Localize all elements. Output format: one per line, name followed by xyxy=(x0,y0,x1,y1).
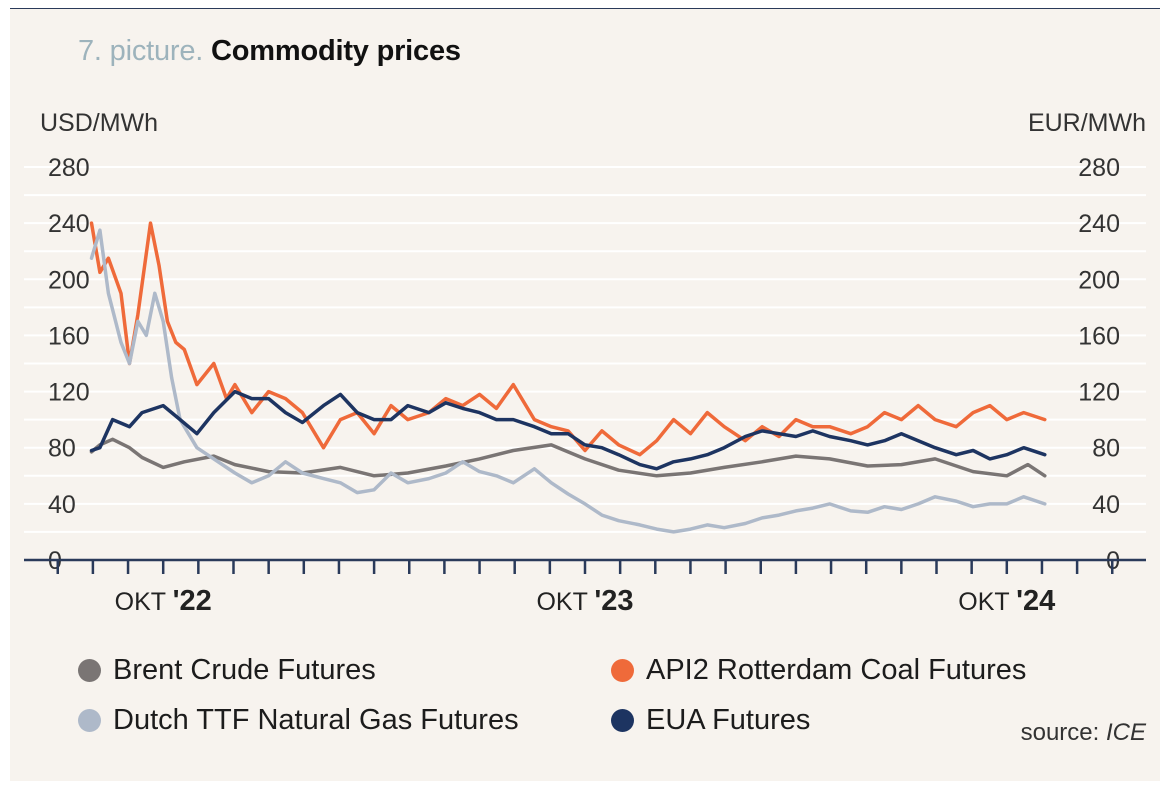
chart-title-text: Commodity prices xyxy=(211,35,461,67)
legend-coal-label: API2 Rotterdam Coal Futures xyxy=(646,654,1027,686)
x-tick-month: OKT xyxy=(115,588,173,616)
y-right-tick-label: 160 xyxy=(1078,322,1120,350)
series-line-coal xyxy=(89,221,1047,457)
y-left-tick-label: 120 xyxy=(48,379,90,407)
legend-coal: API2 Rotterdam Coal Futures xyxy=(611,654,1026,687)
legend-eua-swatch xyxy=(611,709,634,732)
legend-ttf-swatch xyxy=(78,709,101,732)
line-chart: 0040408080120120160160200200240240280280… xyxy=(24,154,1146,617)
y-left-axis-label: USD/MWh xyxy=(40,109,159,137)
legend-eua-label: EUA Futures xyxy=(646,704,811,736)
legend-coal-swatch xyxy=(611,659,634,682)
x-tick-year: '22 xyxy=(173,585,212,617)
y-right-tick-label: 280 xyxy=(1078,154,1120,182)
y-left-tick-label: 280 xyxy=(48,154,90,182)
legend-brent-label: Brent Crude Futures xyxy=(113,654,376,686)
x-tick-label: OKT '22 xyxy=(115,585,212,617)
y-right-axis-label: EUR/MWh xyxy=(1027,109,1146,137)
y-right-tick-label: 40 xyxy=(1092,491,1120,519)
x-tick-month: OKT xyxy=(958,588,1016,616)
source-prefix: source: xyxy=(1020,719,1100,746)
x-tick-year: '23 xyxy=(594,585,633,617)
source-note: source: ICE xyxy=(1021,719,1146,747)
chart-panel: 7. picture. Commodity prices USD/MWh EUR… xyxy=(10,8,1160,781)
x-tick-year: '24 xyxy=(1016,585,1055,617)
series-line-ttf xyxy=(89,228,1047,534)
figure-number: 7. picture. xyxy=(78,35,204,67)
x-tick-label: OKT '24 xyxy=(958,585,1055,617)
y-right-tick-label: 80 xyxy=(1092,435,1120,463)
y-right-tick-label: 120 xyxy=(1078,379,1120,407)
chart-title: 7. picture. Commodity prices xyxy=(78,35,461,68)
y-right-tick-label: 240 xyxy=(1078,210,1120,238)
y-right-tick-label: 200 xyxy=(1078,266,1120,294)
y-left-tick-label: 80 xyxy=(48,435,76,463)
legend-brent-swatch xyxy=(78,659,101,682)
legend-ttf-label: Dutch TTF Natural Gas Futures xyxy=(113,704,519,736)
legend-eua: EUA Futures xyxy=(611,704,810,737)
y-left-tick-label: 160 xyxy=(48,322,90,350)
y-left-tick-label: 40 xyxy=(48,491,76,519)
x-tick-label: OKT '23 xyxy=(536,585,633,617)
legend-brent: Brent Crude Futures xyxy=(78,654,376,687)
y-left-tick-label: 240 xyxy=(48,210,90,238)
series-line-brent xyxy=(89,437,1047,478)
series-line-eua xyxy=(89,389,1047,471)
x-tick-month: OKT xyxy=(536,588,594,616)
legend-ttf: Dutch TTF Natural Gas Futures xyxy=(78,704,519,737)
y-left-tick-label: 200 xyxy=(48,266,90,294)
source-name: ICE xyxy=(1105,719,1146,746)
